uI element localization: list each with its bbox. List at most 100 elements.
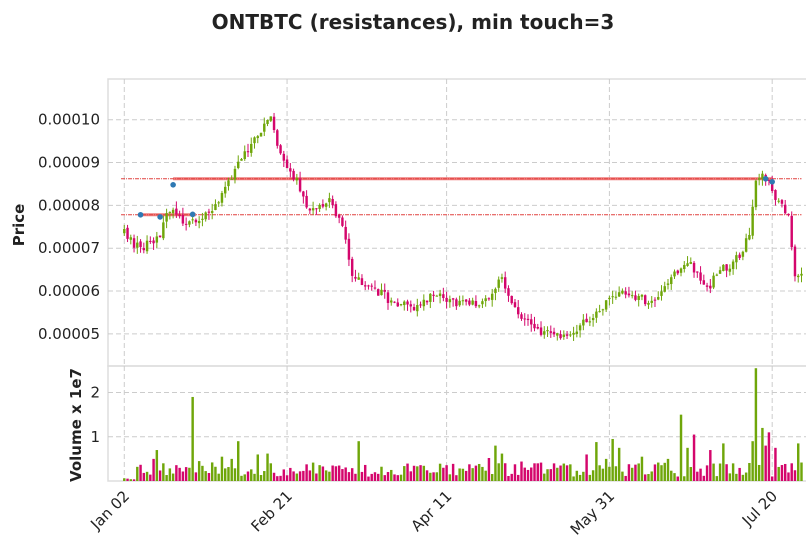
volume-bar <box>132 479 136 481</box>
volume-bar <box>223 468 227 481</box>
candle-body <box>350 258 354 276</box>
volume-bar <box>790 463 793 481</box>
volume-bar <box>129 479 133 481</box>
candle-body <box>748 234 751 240</box>
volume-bar <box>761 427 764 481</box>
candle-body <box>165 213 168 222</box>
volume-bar <box>445 465 448 481</box>
candle-body <box>715 274 719 276</box>
volume-bar <box>363 464 367 481</box>
price-panel: 0.00005 0.00006 0.00007 0.00008 0.00009 0.000… <box>10 78 806 367</box>
candle-body <box>637 296 640 300</box>
candle-body <box>311 208 315 211</box>
candle-body <box>422 299 426 307</box>
volume-bar <box>458 468 461 481</box>
candle-body <box>477 305 481 307</box>
candle-body <box>575 331 579 335</box>
volume-bar <box>318 465 321 481</box>
volume-bar <box>399 474 403 481</box>
candle-body <box>507 288 510 296</box>
volume-bar <box>520 461 523 481</box>
volume-bar <box>419 465 422 481</box>
volume-bar <box>168 468 172 481</box>
volume-bar <box>608 466 611 481</box>
candle-body <box>503 277 507 289</box>
volume-bar <box>181 471 185 481</box>
candle-body <box>728 268 732 272</box>
volume-bar <box>624 475 627 481</box>
candle-body <box>712 275 715 288</box>
volume-bar <box>191 396 194 481</box>
candle-body <box>292 170 295 180</box>
volume-bar <box>663 462 666 481</box>
volume-bar <box>517 474 520 481</box>
candle-body <box>142 248 146 251</box>
volume-bar <box>487 458 491 481</box>
volume-bar <box>178 467 181 481</box>
candle-body <box>604 300 608 310</box>
candle-body <box>777 200 780 202</box>
volume-bar <box>207 473 211 481</box>
candle-body <box>725 264 728 271</box>
volume-gridlines <box>108 366 806 481</box>
volume-bar <box>298 471 302 481</box>
candle-body <box>692 262 696 273</box>
volume-bar <box>220 456 224 481</box>
volume-bar <box>699 468 702 481</box>
volume-bar <box>455 475 458 481</box>
candle-body <box>324 203 328 207</box>
volume-bar <box>230 458 233 481</box>
touch-point <box>189 211 196 218</box>
candle-body <box>272 116 276 131</box>
volume-bar <box>240 475 243 481</box>
candle-body <box>487 298 491 300</box>
candle-body <box>705 285 709 287</box>
volume-bar <box>390 469 393 481</box>
volume-bar <box>670 470 673 481</box>
volume-bar <box>425 470 429 481</box>
candle-body <box>197 220 201 224</box>
candle-body <box>761 173 764 180</box>
candle-body <box>679 268 683 273</box>
volume-panel: 12 Volume x 1e7 <box>67 365 806 482</box>
candle-body <box>780 200 784 204</box>
volume-bar <box>435 472 439 481</box>
price-gridlines <box>108 79 806 366</box>
volume-bar <box>595 442 598 481</box>
volume-bar <box>611 438 614 481</box>
candle-body <box>162 222 165 239</box>
volume-bar <box>731 463 735 481</box>
volume-bar <box>461 468 465 481</box>
candle-body <box>653 299 657 301</box>
volume-bar <box>588 474 592 481</box>
candle-body <box>582 319 585 326</box>
volume-bar <box>637 463 640 481</box>
volume-bar <box>559 465 562 481</box>
volume-bar <box>396 475 399 481</box>
candle-body <box>357 277 360 280</box>
candle-body <box>497 279 500 288</box>
candle-body <box>543 331 546 335</box>
candle-body <box>207 211 211 213</box>
price-axis-ticks: 0.00005 0.00006 0.00007 0.00008 0.00009 0.000… <box>38 111 100 343</box>
candle-body <box>617 292 621 297</box>
candle-body <box>735 255 738 263</box>
volume-bar <box>188 467 191 481</box>
candle-body <box>559 334 562 339</box>
volume-bar <box>718 463 722 481</box>
volume-bar <box>360 471 364 481</box>
volume-bar <box>474 465 478 481</box>
volume-bar <box>201 465 204 481</box>
volume-bar <box>689 467 693 481</box>
price-tick-label: 0.00005 <box>38 325 100 343</box>
volume-panel-frame <box>107 365 806 482</box>
candle-body <box>184 223 188 225</box>
candle-body <box>757 178 761 180</box>
candle-body <box>223 186 227 194</box>
candle-body <box>624 291 627 295</box>
volume-bar <box>767 432 771 481</box>
touch-point <box>137 211 144 218</box>
candle-body <box>738 254 741 258</box>
candle-body <box>191 219 194 221</box>
candle-body <box>282 153 286 161</box>
